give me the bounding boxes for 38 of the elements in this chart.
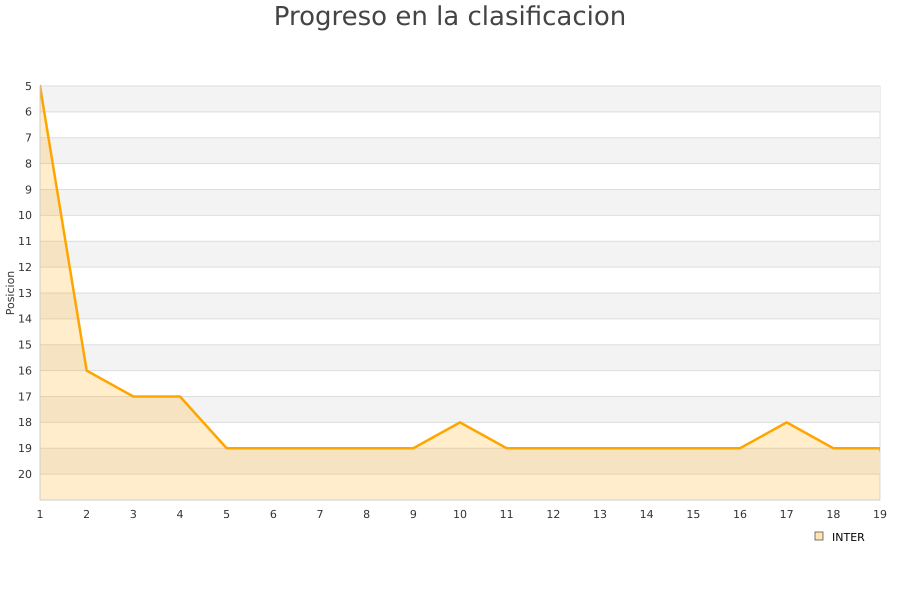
y-tick-label: 5	[25, 80, 32, 93]
y-tick-label: 19	[18, 442, 32, 456]
y-tick-label: 16	[18, 364, 32, 378]
y-tick-label: 12	[18, 260, 32, 274]
y-tick-label: 9	[25, 183, 32, 196]
x-tick-label: 18	[826, 508, 840, 521]
y-tick-label: 15	[18, 338, 32, 352]
y-tick-label: 11	[18, 235, 32, 248]
x-tick-label: 6	[270, 508, 277, 521]
chart-title: Progreso en la clasificacion	[274, 2, 626, 32]
x-tick-label: 1	[36, 508, 44, 521]
y-tick-label: 17	[18, 390, 32, 404]
legend-label: INTER	[832, 530, 866, 544]
x-tick-label: 5	[223, 508, 230, 521]
y-axis-title: Posicion	[4, 270, 17, 316]
y-tick-label: 7	[25, 132, 32, 145]
x-tick-label: 14	[640, 508, 654, 521]
y-tick-label: 20	[18, 468, 32, 481]
x-tick-label: 2	[83, 508, 90, 521]
x-tick-label: 11	[500, 508, 514, 521]
x-tick-label: 12	[546, 508, 560, 521]
x-tick-label: 16	[733, 508, 747, 521]
y-tick-label: 18	[18, 416, 32, 430]
x-tick-label: 9	[410, 508, 417, 521]
x-tick-label: 17	[780, 508, 794, 521]
x-tick-label: 19	[873, 508, 887, 521]
y-tick-label: 13	[18, 286, 32, 300]
y-tick-label: 10	[18, 209, 32, 222]
x-tick-label: 4	[176, 508, 184, 521]
x-tick-label: 15	[686, 508, 700, 521]
x-tick-label: 13	[593, 508, 607, 521]
x-tick-label: 8	[363, 508, 370, 521]
x-tick-label: 7	[316, 508, 324, 521]
y-tick-label: 6	[25, 106, 32, 119]
x-tick-label: 10	[453, 508, 467, 521]
y-tick-label: 14	[18, 312, 32, 326]
y-tick-label: 8	[25, 157, 32, 170]
x-tick-label: 3	[130, 508, 137, 521]
